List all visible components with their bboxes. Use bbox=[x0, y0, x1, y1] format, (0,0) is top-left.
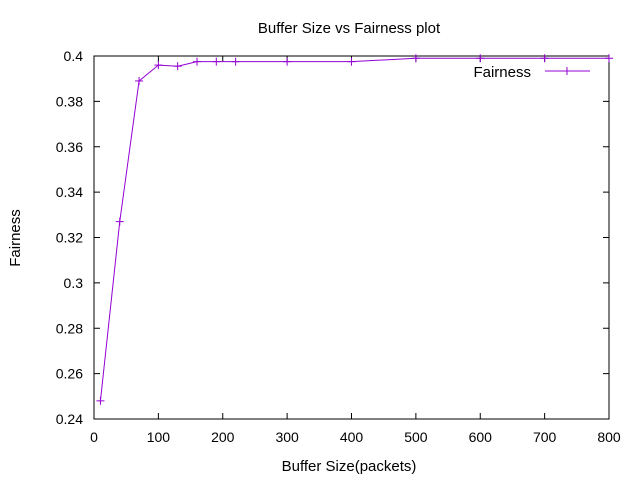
y-tick-label: 0.32 bbox=[56, 230, 83, 246]
data-point bbox=[193, 57, 201, 66]
chart-title: Buffer Size vs Fairness plot bbox=[258, 20, 441, 37]
x-tick-label: 800 bbox=[597, 429, 621, 445]
data-point bbox=[540, 54, 549, 63]
x-tick-label: 700 bbox=[533, 429, 557, 445]
y-tick-label: 0.34 bbox=[56, 184, 83, 200]
y-tick-label: 0.36 bbox=[56, 139, 83, 155]
x-tick-label: 300 bbox=[275, 429, 299, 445]
y-tick-label: 0.4 bbox=[64, 48, 84, 64]
data-point bbox=[605, 54, 613, 63]
legend: Fairness bbox=[473, 64, 590, 81]
x-axis-title: Buffer Size(packets) bbox=[282, 458, 417, 475]
y-tick-label: 0.26 bbox=[56, 366, 83, 382]
data-point bbox=[347, 57, 356, 66]
data-point bbox=[96, 396, 105, 405]
data-point bbox=[231, 57, 240, 66]
y-tick-label: 0.38 bbox=[56, 93, 83, 109]
x-tick-label: 600 bbox=[469, 429, 493, 445]
x-axis: 0 100 200 300 400 500 600 700 800 bbox=[90, 56, 621, 445]
data-point bbox=[212, 57, 221, 66]
x-tick-label: 0 bbox=[90, 429, 98, 445]
legend-label: Fairness bbox=[473, 64, 531, 81]
y-axis-title: Fairness bbox=[7, 209, 24, 267]
x-tick-label: 500 bbox=[404, 429, 428, 445]
plot-frame bbox=[93, 55, 610, 420]
data-point bbox=[476, 54, 485, 63]
data-point bbox=[411, 54, 420, 63]
y-tick-label: 0.3 bbox=[64, 275, 84, 291]
data-point bbox=[115, 217, 124, 226]
y-tick-label: 0.28 bbox=[56, 320, 83, 336]
data-point bbox=[173, 62, 182, 71]
series-line-fairness bbox=[99, 57, 609, 401]
data-point bbox=[154, 61, 163, 70]
data-point bbox=[283, 57, 292, 66]
legend-marker bbox=[563, 67, 571, 75]
y-tick-label: 0.24 bbox=[56, 411, 83, 427]
x-tick-label: 100 bbox=[147, 429, 171, 445]
x-tick-label: 400 bbox=[340, 429, 364, 445]
series-layer bbox=[96, 54, 613, 405]
y-axis: 0.24 0.26 0.28 0.3 0.32 0.34 0.36 0.38 0.4 bbox=[56, 48, 609, 427]
x-tick-label: 200 bbox=[211, 429, 235, 445]
data-point bbox=[135, 76, 144, 85]
